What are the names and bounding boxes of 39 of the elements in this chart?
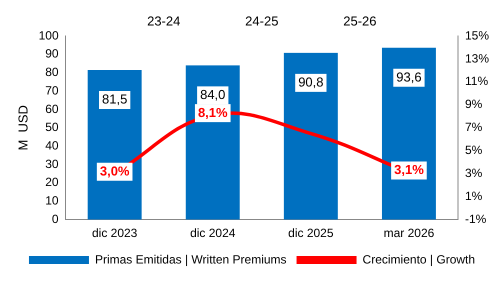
data-label: 8,1% bbox=[198, 104, 228, 120]
text: 25-26 bbox=[343, 14, 377, 29]
y-tick-label: 90 bbox=[45, 46, 59, 61]
y-tick-label: 80 bbox=[45, 65, 59, 80]
y2-tick-label: 9% bbox=[464, 97, 483, 112]
y2-tick-label: 15% bbox=[464, 28, 490, 42]
y2-tick-label: 13% bbox=[464, 51, 490, 66]
y2-tick-label: 1% bbox=[464, 188, 483, 203]
x-tick-label: mar 2026 bbox=[384, 226, 435, 240]
y-tick-label: 100 bbox=[38, 28, 59, 42]
y-tick-label: 50 bbox=[45, 120, 59, 134]
x-tick-label: dic 2025 bbox=[288, 226, 334, 240]
legend-label: Primas Emitidas | Written Premiums bbox=[94, 252, 287, 266]
y2-tick-label: 7% bbox=[464, 120, 483, 134]
data-label: 84,0 bbox=[200, 86, 226, 102]
y-tick-label: 30 bbox=[45, 156, 59, 171]
y2-tick-label: 5% bbox=[464, 143, 483, 158]
data-label: 81,5 bbox=[102, 92, 128, 107]
bar bbox=[284, 52, 338, 220]
y-tick-label: 40 bbox=[45, 138, 59, 152]
data-label: 93,6 bbox=[396, 69, 422, 84]
y2-tick-label: 3% bbox=[464, 166, 483, 180]
data-label: 90,8 bbox=[298, 74, 324, 90]
x-tick-label: dic 2024 bbox=[190, 226, 236, 240]
y2-tick-label: 11% bbox=[464, 74, 488, 88]
text: 24-25 bbox=[245, 14, 278, 29]
y-tick-label: 0 bbox=[52, 212, 59, 226]
x-tick-label: dic 2023 bbox=[92, 226, 138, 240]
legend-label: Crecimiento | Growth bbox=[362, 252, 476, 266]
data-label: 3,0% bbox=[100, 163, 130, 178]
text: 23-24 bbox=[147, 14, 180, 29]
y-tick-label: 10 bbox=[45, 194, 59, 208]
y-tick-label: 60 bbox=[45, 102, 59, 116]
y-tick-label: 70 bbox=[45, 83, 59, 98]
y-tick-label: 20 bbox=[45, 175, 59, 190]
y2-tick-label: -1% bbox=[464, 212, 487, 226]
y-axis-title: M USD bbox=[15, 105, 30, 151]
bar bbox=[382, 48, 436, 220]
data-label: 3,1% bbox=[394, 162, 424, 178]
